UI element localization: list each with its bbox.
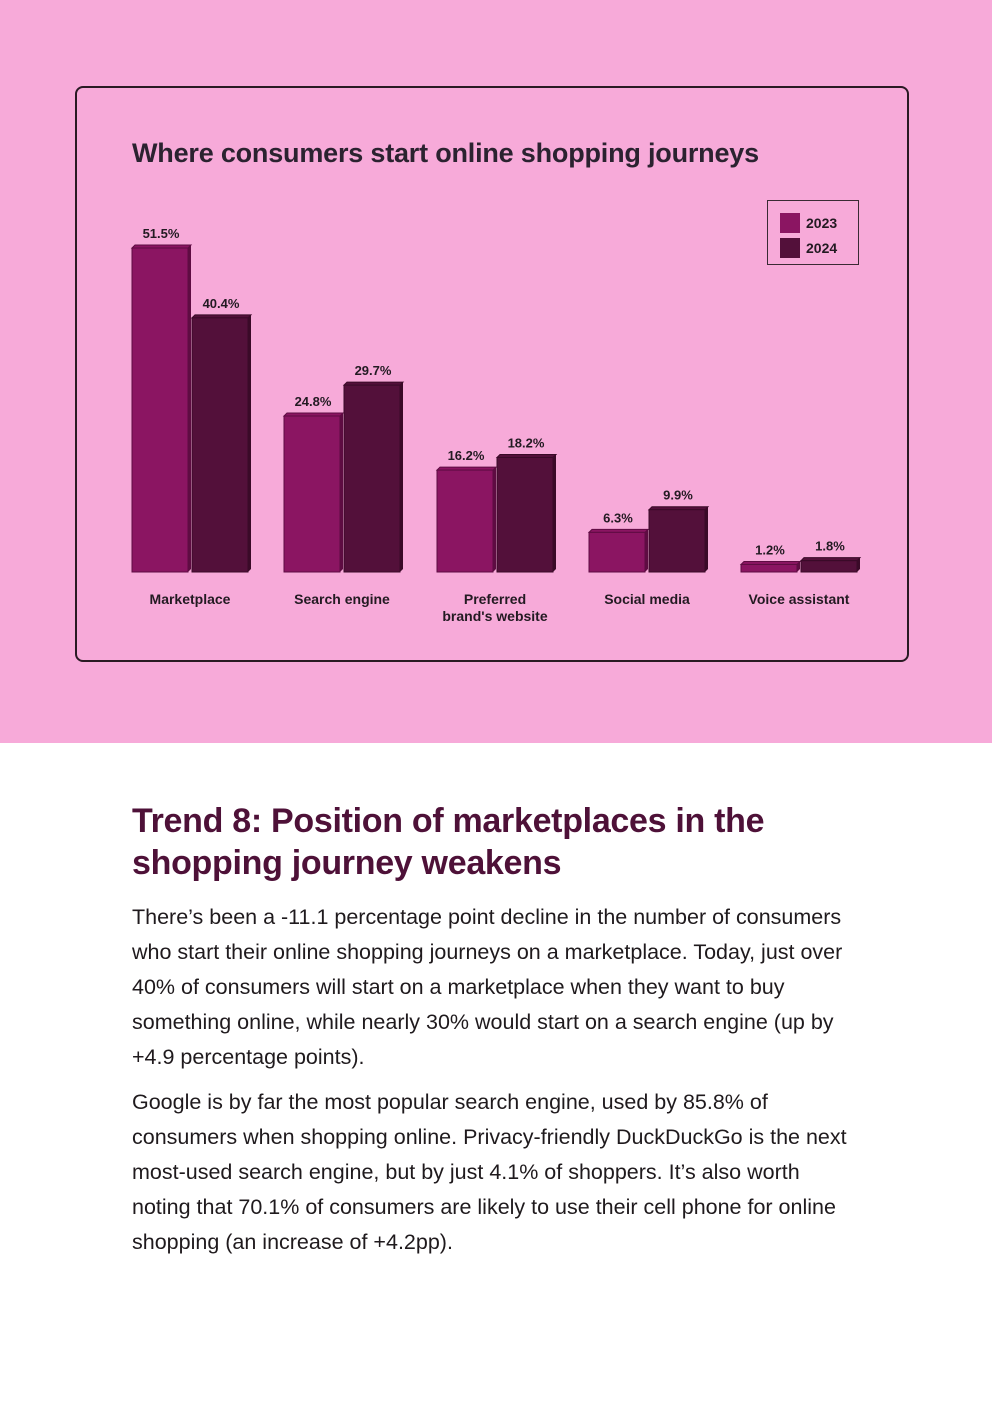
bar-preferred-brand-s-website-2023 [436, 469, 494, 573]
paragraph-2: Google is by far the most popular search… [132, 1090, 847, 1254]
bar-side-search-engine-2024 [400, 382, 403, 572]
category-label-4: Voice assistant [749, 591, 850, 607]
data-label-search-engine-2023: 24.8% [295, 394, 332, 409]
bar-voice-assistant-2024 [800, 560, 858, 573]
data-label-preferred-brand-s-website-2023: 16.2% [448, 448, 485, 463]
chart-card [75, 86, 909, 662]
data-label-marketplace-2023: 51.5% [143, 226, 180, 241]
data-label-social-media-2024: 9.9% [663, 488, 693, 503]
bar-side-social-media-2023 [645, 529, 648, 572]
bar-search-engine-2024 [343, 384, 401, 573]
legend-item-2024: 2024 [780, 235, 858, 260]
paragraph-1: There’s been a -11.1 percentage point de… [132, 905, 843, 1069]
category-label-2-line-2: brand's website [442, 608, 547, 624]
bar-voice-assistant-2023 [740, 563, 798, 573]
bar-side-voice-assistant-2024 [857, 557, 860, 572]
bar-search-engine-2023 [283, 415, 341, 573]
bar-side-social-media-2024 [705, 506, 708, 572]
legend-label-2023: 2023 [806, 214, 838, 231]
legend-item-2023: 2023 [780, 210, 858, 235]
data-label-preferred-brand-s-website-2024: 18.2% [508, 435, 545, 450]
bar-side-preferred-brand-s-website-2023 [493, 467, 496, 572]
bar-preferred-brand-s-website-2024 [496, 456, 554, 573]
bar-marketplace-2023 [131, 247, 189, 573]
bar-marketplace-2024 [191, 317, 249, 573]
chart-title: Where consumers start online shopping jo… [132, 138, 759, 168]
data-label-social-media-2023: 6.3% [603, 510, 633, 525]
bar-chart: 51.5% 40.4% Marketplace 24.8% 29.7% Search en… [130, 226, 862, 624]
bar-side-search-engine-2023 [340, 412, 343, 572]
bar-side-marketplace-2023 [188, 245, 191, 572]
data-label-search-engine-2024: 29.7% [355, 363, 392, 378]
legend-swatch-2023 [780, 212, 800, 233]
category-label-3: Social media [604, 591, 690, 607]
data-label-voice-assistant-2024: 1.8% [815, 539, 845, 554]
legend-swatch-2024 [780, 237, 800, 258]
category-label-0: Marketplace [150, 591, 231, 607]
section-heading: Trend 8: Position of marketplaces in the… [132, 802, 765, 882]
bar-social-media-2023 [588, 531, 646, 573]
chart-legend: 2023 2024 [767, 200, 859, 265]
bar-side-preferred-brand-s-website-2024 [553, 454, 556, 572]
bar-side-voice-assistant-2023 [797, 561, 800, 572]
data-label-voice-assistant-2023: 1.2% [755, 542, 785, 557]
article-section: Trend 8: Position of marketplaces in the… [132, 800, 872, 1270]
category-label-1: Search engine [294, 591, 390, 607]
bar-side-marketplace-2024 [248, 314, 251, 572]
legend-label-2024: 2024 [806, 239, 838, 256]
category-label-2-line-1: Preferred [464, 591, 526, 607]
bar-social-media-2024 [648, 509, 706, 573]
data-label-marketplace-2024: 40.4% [203, 296, 240, 311]
